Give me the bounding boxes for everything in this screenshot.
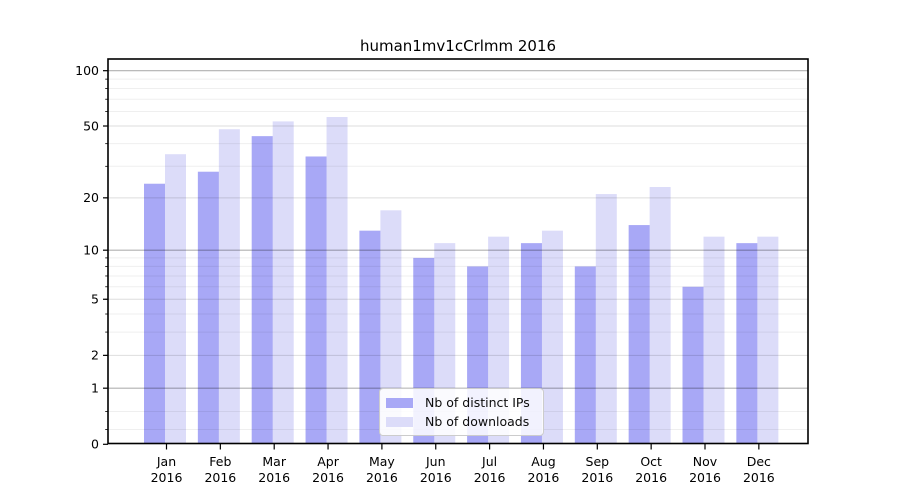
y-tick-label-0: 0 bbox=[91, 437, 99, 452]
bar-distinct-ips-oct-2016 bbox=[628, 225, 650, 444]
legend-swatch-distinct-ips bbox=[386, 397, 413, 408]
x-tick-label-month-jan: Jan bbox=[156, 454, 176, 469]
y-tick-label-100: 100 bbox=[75, 63, 99, 78]
bar-distinct-ips-dec-2016 bbox=[736, 243, 758, 444]
bar-distinct-ips-mar-2016 bbox=[251, 136, 273, 444]
chart-title: human1mv1cCrlmm 2016 bbox=[360, 37, 556, 55]
x-tick-label-month-jun: Jun bbox=[425, 454, 446, 469]
y-tick-label-20: 20 bbox=[83, 190, 99, 205]
x-tick-label-year-feb: 2016 bbox=[204, 470, 236, 485]
x-tick-label-month-sep: Sep bbox=[586, 454, 610, 469]
bar-downloads-nov-2016 bbox=[703, 236, 725, 444]
x-tick-label-month-aug: Aug bbox=[531, 454, 555, 469]
bar-downloads-mar-2016 bbox=[272, 121, 294, 444]
bar-distinct-ips-apr-2016 bbox=[305, 156, 327, 444]
plot-area: 0125102050100Jan2016Feb2016Mar2016Apr201… bbox=[75, 58, 809, 485]
y-tick-label-10: 10 bbox=[83, 242, 99, 257]
bar-distinct-ips-nov-2016 bbox=[682, 286, 704, 444]
x-tick-label-year-dec: 2016 bbox=[743, 470, 775, 485]
x-tick-label-month-mar: Mar bbox=[262, 454, 286, 469]
x-tick-label-year-jun: 2016 bbox=[420, 470, 452, 485]
y-tick-label-1: 1 bbox=[91, 380, 99, 395]
x-tick-label-month-apr: Apr bbox=[317, 454, 339, 469]
bar-downloads-oct-2016 bbox=[649, 187, 671, 444]
x-tick-label-year-jul: 2016 bbox=[474, 470, 506, 485]
x-tick-label-year-jan: 2016 bbox=[151, 470, 183, 485]
bar-distinct-ips-sep-2016 bbox=[574, 266, 596, 444]
y-tick-label-2: 2 bbox=[91, 348, 99, 363]
bar-downloads-sep-2016 bbox=[595, 194, 617, 444]
bar-downloads-apr-2016 bbox=[326, 117, 348, 444]
x-tick-label-year-mar: 2016 bbox=[258, 470, 290, 485]
bar-distinct-ips-feb-2016 bbox=[197, 171, 219, 444]
x-tick-label-year-may: 2016 bbox=[366, 470, 398, 485]
bar-distinct-ips-may-2016 bbox=[359, 230, 381, 444]
bar-distinct-ips-jan-2016 bbox=[144, 183, 165, 444]
y-tick-label-5: 5 bbox=[91, 292, 99, 307]
x-tick-label-year-sep: 2016 bbox=[581, 470, 613, 485]
y-tick-label-50: 50 bbox=[83, 118, 99, 133]
bar-downloads-dec-2016 bbox=[757, 236, 779, 444]
legend-label-downloads: Nb of downloads bbox=[425, 414, 530, 429]
x-tick-label-year-aug: 2016 bbox=[528, 470, 560, 485]
x-tick-label-month-dec: Dec bbox=[747, 454, 771, 469]
bar-downloads-aug-2016 bbox=[541, 230, 563, 444]
bar-downloads-may-2016 bbox=[380, 210, 402, 444]
legend: Nb of distinct IPs Nb of downloads bbox=[379, 388, 544, 436]
x-tick-label-year-oct: 2016 bbox=[635, 470, 667, 485]
plot-border bbox=[107, 58, 809, 445]
x-tick-label-month-may: May bbox=[369, 454, 395, 469]
legend-label-distinct-ips: Nb of distinct IPs bbox=[425, 395, 530, 410]
x-tick-label-year-nov: 2016 bbox=[689, 470, 721, 485]
x-tick-label-month-oct: Oct bbox=[640, 454, 662, 469]
legend-item-distinct-ips: Nb of distinct IPs bbox=[386, 395, 535, 410]
legend-item-downloads: Nb of downloads bbox=[386, 414, 535, 429]
x-tick-label-year-apr: 2016 bbox=[312, 470, 344, 485]
x-tick-label-month-nov: Nov bbox=[693, 454, 718, 469]
legend-swatch-downloads bbox=[386, 416, 413, 427]
x-tick-label-month-jul: Jul bbox=[481, 454, 497, 469]
x-tick-label-month-feb: Feb bbox=[209, 454, 231, 469]
bar-downloads-feb-2016 bbox=[218, 129, 240, 444]
bar-downloads-jan-2016 bbox=[165, 154, 186, 444]
